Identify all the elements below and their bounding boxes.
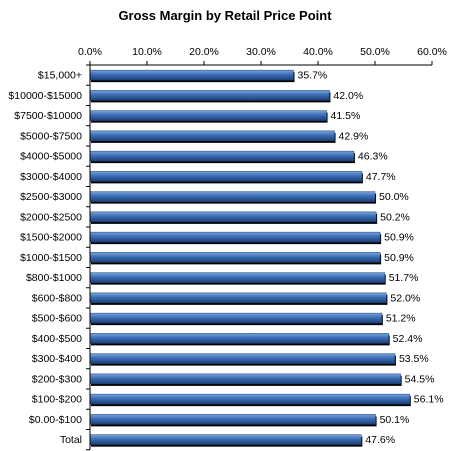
data-label: 47.6% [365,434,395,446]
category-label: $600-$800 [32,292,82,304]
chart-title: Gross Margin by Retail Price Point [118,8,332,23]
category-label: $800-$1000 [26,272,82,284]
data-label: 46.3% [358,151,388,163]
bar [89,110,327,121]
bar [89,373,401,385]
category-label: $7500-$10000 [14,110,82,122]
category-label: $10000-$15000 [8,90,82,102]
bar [89,69,294,81]
category-label: $400-$500 [32,333,82,345]
category-label: $2000-$2500 [20,211,82,223]
data-label: 50.9% [384,232,414,244]
bar [89,231,381,243]
x-axis: 0.0% 10.0% 20.0% 30.0% 40.0% 50.0% 60.0% [78,46,447,66]
data-label: 52.4% [393,333,423,345]
plot-area: 35.7% 42.0% 41.5% 42.9% 46.3% 47.7% 50.0% 50.2%… [89,69,444,447]
category-label: $3000-$4000 [20,171,82,183]
bar [89,90,330,101]
bar [89,333,389,344]
bar [89,272,385,283]
category-label: $5000-$7500 [20,130,82,142]
bar [89,191,376,202]
data-label: 56.1% [414,394,444,406]
data-label: 51.2% [386,313,416,325]
category-label: $1500-$2000 [20,232,82,244]
bar [89,211,377,223]
data-label: 52.0% [390,292,420,304]
bar [89,150,355,162]
data-label: 42.9% [339,130,369,142]
x-tick-label: 50.0% [360,46,390,58]
bar [89,414,376,425]
category-label: $15,000+ [38,70,82,82]
x-tick-label: 20.0% [189,46,219,58]
category-label: $100-$200 [32,394,82,406]
category-label: $1000-$1500 [20,252,82,264]
data-label: 35.7% [297,70,327,82]
category-label: $2500-$3000 [20,191,82,203]
data-label: 42.0% [333,90,363,102]
data-label: 50.0% [379,191,409,203]
data-label: 53.5% [399,353,429,365]
category-label: $0.00-$100 [29,414,82,426]
bar [89,434,362,445]
bar [89,130,335,142]
bar [89,393,411,405]
data-label: 51.7% [389,272,419,284]
x-tick-label: 40.0% [303,46,333,58]
data-label: 50.1% [380,414,410,426]
x-tick-label: 10.0% [132,46,162,58]
data-label: 41.5% [331,110,361,122]
data-label: 50.9% [384,252,414,264]
x-tick-label: 60.0% [417,46,447,58]
bar [89,312,383,324]
category-label: $300-$400 [32,353,82,365]
category-label: Total [60,434,82,446]
x-tick-label: 30.0% [246,46,276,58]
category-label: $4000-$5000 [20,151,82,163]
y-axis: $15,000+ $10000-$15000 $7500-$10000 $5000-$… [8,64,91,451]
data-label: 47.7% [366,171,396,183]
x-tick-label: 0.0% [78,46,102,58]
data-label: 54.5% [405,373,435,385]
data-label: 50.2% [380,211,410,223]
bar [89,292,387,304]
category-label: $500-$600 [32,313,82,325]
bar [89,171,363,182]
bar [89,353,396,364]
category-label: $200-$300 [32,373,82,385]
bar [89,252,381,263]
